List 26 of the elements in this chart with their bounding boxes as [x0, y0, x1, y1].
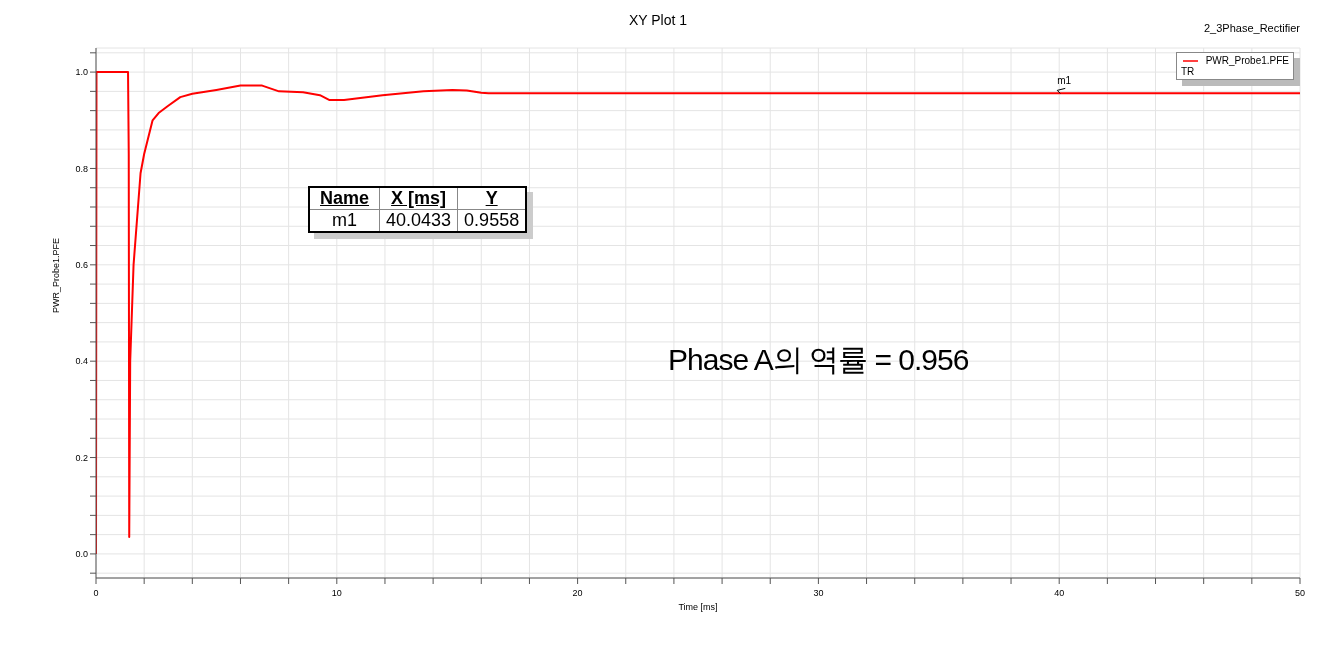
- y-tick-label: 0.6: [75, 260, 88, 271]
- annotation: Y: [457, 187, 527, 210]
- x-tick-label: 20: [572, 588, 583, 598]
- y-tick-label: 1.0: [75, 67, 88, 78]
- chart-title: XY Plot 1: [628, 12, 688, 28]
- y-tick-label: 0.0: [75, 549, 88, 560]
- x-tick-label: 0: [93, 588, 99, 598]
- x-tick-label: 50: [1294, 588, 1306, 598]
- annotation: Phase A의 역률 = 0.956: [668, 342, 969, 378]
- annotation: 0.9558: [457, 209, 527, 232]
- annotation: m1: [1057, 75, 1072, 87]
- legend-title: TR: [1181, 66, 1196, 77]
- x-tick-label: 40: [1054, 588, 1065, 598]
- y-tick-label: 0.4: [75, 356, 88, 367]
- annotation: X [ms]: [379, 187, 458, 210]
- y-tick-label: 0.2: [75, 452, 88, 463]
- text: 2_3Phase_Rectifier: [1203, 22, 1300, 34]
- legend-label: PWR_Probe1.PFE: [1205, 55, 1289, 66]
- x-axis-title: Time [ms]: [678, 602, 718, 612]
- x-tick-label: 30: [813, 588, 824, 598]
- y-tick-label: 0.8: [75, 163, 88, 174]
- annotation: Name: [309, 187, 380, 210]
- y-axis-title: PWR_Probe1.PFE: [51, 237, 62, 313]
- annotation: 40.0433: [379, 209, 458, 232]
- x-tick-label: 10: [331, 588, 342, 598]
- annotation: m1: [309, 209, 380, 232]
